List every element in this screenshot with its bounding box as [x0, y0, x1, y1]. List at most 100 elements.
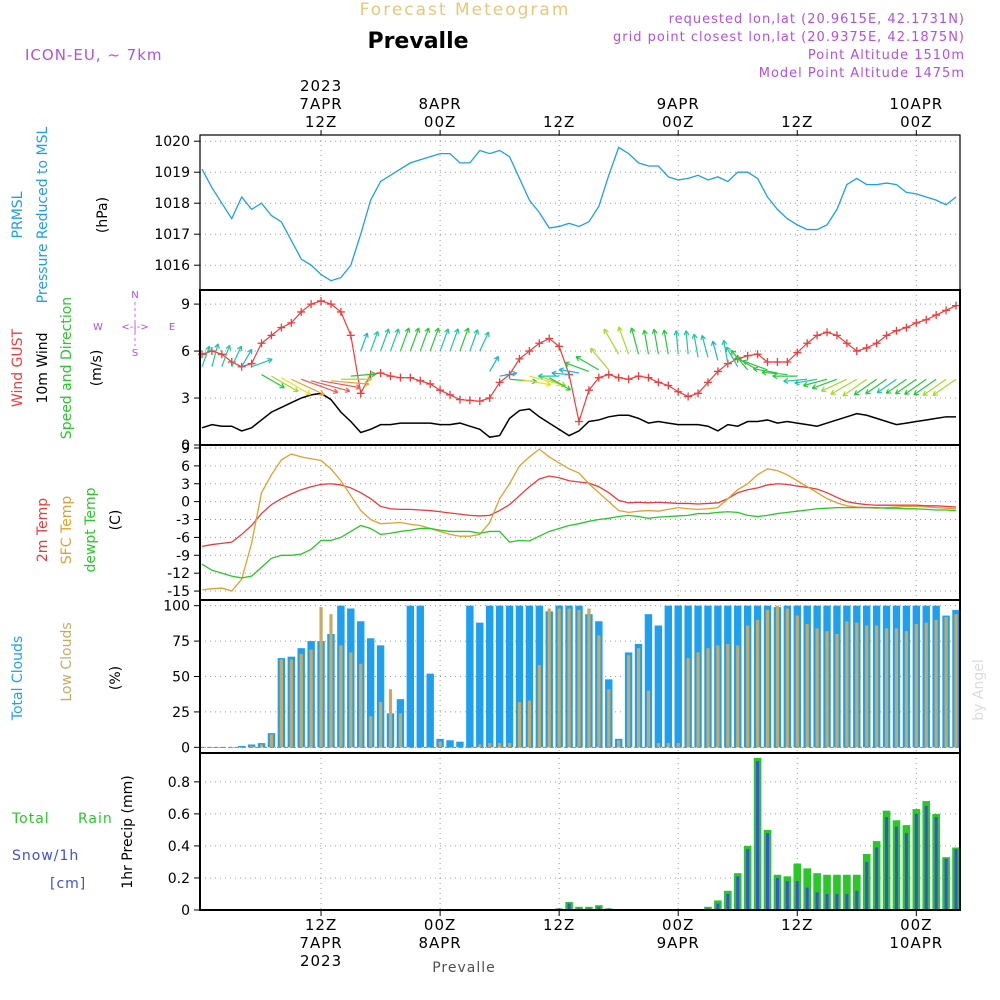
- gust-point: [832, 331, 841, 340]
- compass-legend: N W <-|-> E S: [93, 290, 175, 359]
- total-cloud-bar: [674, 605, 682, 748]
- top-time-label: 2023: [300, 77, 342, 95]
- gust-point: [545, 334, 554, 343]
- wind-direction-arrow: [449, 328, 460, 352]
- wind-direction-arrow: [429, 327, 440, 352]
- low-cloud-bar: [359, 663, 363, 748]
- gust-point: [713, 367, 722, 376]
- precip-unit: 1hr Precip (mm): [120, 775, 136, 888]
- snow-bar: [835, 893, 839, 910]
- wind-direction-arrow: [642, 329, 650, 355]
- low-cloud-bar: [398, 713, 403, 748]
- gust-point: [495, 378, 504, 387]
- gust-point: [882, 331, 891, 340]
- compass-e: E: [169, 322, 175, 333]
- low-cloud-bar: [666, 743, 670, 748]
- gust-point: [515, 354, 524, 363]
- low-cloud-bar: [349, 652, 353, 748]
- wind-direction-arrow: [499, 370, 518, 377]
- gust-point: [703, 378, 712, 387]
- gust-point: [485, 394, 494, 403]
- snow-bar: [855, 890, 859, 910]
- low-cloud-bar: [309, 649, 313, 748]
- gust-point: [436, 386, 445, 395]
- top-time-label: 00Z: [662, 113, 694, 131]
- wind-direction-arrow: [783, 378, 808, 384]
- gust-point: [267, 331, 276, 340]
- total-cloud-bar: [446, 740, 454, 748]
- low-cloud-bar: [240, 747, 244, 748]
- wind-direction-arrow: [842, 378, 868, 397]
- wind-gust-label: Wind GUST: [10, 328, 26, 407]
- low-cloud-bar: [378, 702, 383, 748]
- low-cloud-bar: [279, 659, 283, 748]
- gust-point: [614, 373, 623, 382]
- low-cloud-bar: [517, 702, 522, 748]
- total-cloud-bar: [515, 605, 524, 748]
- total-cloud-bar: [476, 622, 484, 748]
- low-cloud-bar: [924, 622, 928, 748]
- top-time-label: 7APR: [299, 95, 342, 113]
- snow-bar: [775, 877, 779, 910]
- snow-bar: [756, 761, 760, 910]
- low-cloud-bar: [765, 609, 770, 748]
- pressure-series-line: [201, 146, 957, 282]
- bottom-time-label: 12Z: [543, 916, 575, 934]
- panel-frame: [199, 444, 961, 601]
- wind-direction-arrow: [853, 378, 877, 396]
- low-cloud-bar: [746, 625, 750, 748]
- grid-point-coords: grid point closest lon,lat (20.9375E, 42…: [613, 30, 965, 45]
- wind-direction-arrow: [761, 369, 788, 376]
- gust-point: [356, 389, 365, 398]
- wind-direction-arrow: [904, 378, 927, 395]
- rain-bar: [823, 874, 831, 910]
- bottom-time-label: 7APR: [299, 934, 342, 952]
- precip-snow-unit: [cm]: [50, 876, 86, 892]
- low-cloud-bar: [686, 658, 690, 748]
- location-title: Prevalle: [367, 29, 468, 54]
- low-cloud-bar: [676, 743, 680, 748]
- low-cloud-bar: [567, 608, 571, 748]
- low-cloud-bar: [716, 645, 720, 748]
- top-time-label: 10APR: [889, 95, 943, 113]
- wind-direction-arrow: [310, 380, 351, 393]
- pressure-label-2: Pressure Reduced to MSL: [35, 126, 51, 303]
- wind-direction-arrow: [211, 343, 220, 367]
- y-tick-label: 0.2: [168, 871, 190, 887]
- cloud-low-label: Low Clouds: [59, 622, 75, 701]
- gust-point: [783, 358, 792, 367]
- total-cloud-bar: [486, 605, 494, 748]
- gust-point: [952, 301, 960, 310]
- top-time-label: 12Z: [543, 113, 575, 131]
- gust-point: [763, 358, 772, 367]
- snow-bar: [944, 858, 948, 910]
- total-cloud-bar: [406, 605, 415, 748]
- precip-total-label: Total: [11, 811, 50, 827]
- snow-bar: [716, 903, 720, 910]
- snow-bar: [914, 813, 918, 910]
- low-cloud-bar: [448, 747, 452, 748]
- wind-direction-arrow: [885, 378, 907, 394]
- wind-direction-arrow: [548, 377, 572, 391]
- y-tick-label: 0: [181, 495, 190, 511]
- total-cloud-bar: [664, 605, 672, 748]
- gust-point: [207, 347, 216, 356]
- y-tick-label: -15: [167, 584, 190, 600]
- low-cloud-bar: [388, 689, 393, 748]
- low-cloud-bar: [845, 621, 849, 748]
- y-tick-label: 6: [181, 344, 190, 360]
- low-cloud-bar: [775, 605, 780, 748]
- low-cloud-bar: [706, 648, 710, 748]
- gust-point: [912, 318, 921, 327]
- top-time-label: 12Z: [305, 113, 337, 131]
- low-cloud-bar: [825, 631, 829, 748]
- gust-point: [634, 372, 643, 381]
- low-cloud-bar: [914, 624, 918, 748]
- low-cloud-bar: [488, 743, 492, 748]
- gust-point: [307, 300, 316, 309]
- wind-direction-arrow: [241, 348, 253, 368]
- gust-point: [872, 339, 881, 348]
- y-tick-label: 75: [172, 634, 190, 650]
- snow-bar: [845, 893, 849, 910]
